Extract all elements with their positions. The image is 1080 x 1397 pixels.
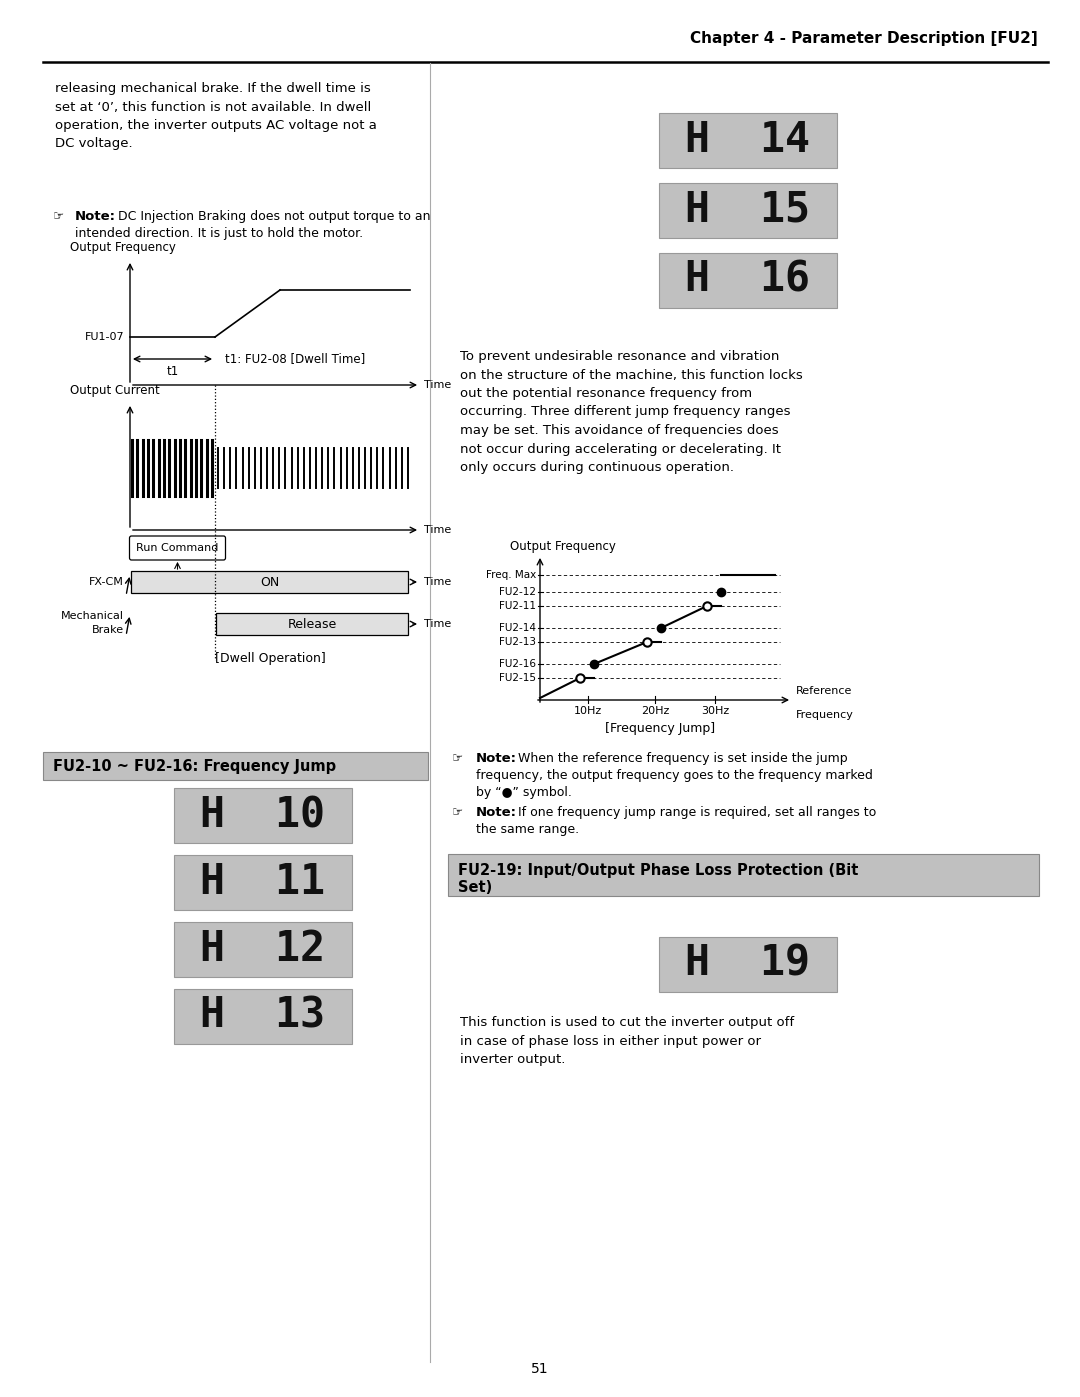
FancyBboxPatch shape (216, 613, 408, 636)
Text: Run Command: Run Command (136, 543, 218, 553)
Text: Brake: Brake (92, 624, 124, 636)
Text: [Dwell Operation]: [Dwell Operation] (215, 652, 325, 665)
Text: t1: t1 (166, 365, 178, 379)
Text: If one frequency jump range is required, set all ranges to: If one frequency jump range is required,… (518, 806, 876, 819)
Text: FU2-12: FU2-12 (499, 587, 536, 597)
FancyBboxPatch shape (174, 922, 351, 977)
Text: Time: Time (424, 619, 451, 629)
Text: H  16: H 16 (685, 258, 810, 300)
Text: 10Hz: 10Hz (573, 705, 603, 717)
Text: releasing mechanical brake. If the dwell time is
set at ‘0’, this function is no: releasing mechanical brake. If the dwell… (55, 82, 377, 151)
Text: FU2-19: Input/Output Phase Loss Protection (Bit: FU2-19: Input/Output Phase Loss Protecti… (458, 863, 859, 879)
Text: H  15: H 15 (685, 189, 810, 231)
Text: Frequency: Frequency (796, 710, 854, 719)
Text: H  10: H 10 (200, 793, 325, 835)
Text: by “●” symbol.: by “●” symbol. (476, 787, 572, 799)
Text: Output Current: Output Current (70, 384, 160, 397)
Text: To prevent undesirable resonance and vibration
on the structure of the machine, : To prevent undesirable resonance and vib… (460, 351, 802, 474)
Text: Set): Set) (458, 880, 492, 894)
Text: frequency, the output frequency goes to the frequency marked: frequency, the output frequency goes to … (476, 768, 873, 782)
Text: Release: Release (288, 617, 337, 630)
FancyBboxPatch shape (130, 536, 226, 560)
Text: FU2-15: FU2-15 (499, 673, 536, 683)
Text: When the reference frequency is set inside the jump: When the reference frequency is set insi… (518, 752, 848, 766)
Text: FU2-16: FU2-16 (499, 659, 536, 669)
FancyBboxPatch shape (659, 113, 837, 168)
FancyBboxPatch shape (659, 936, 837, 992)
FancyBboxPatch shape (174, 855, 351, 909)
Text: H  11: H 11 (200, 861, 325, 902)
Text: H  14: H 14 (685, 119, 810, 161)
Text: FU2-14: FU2-14 (499, 623, 536, 633)
FancyBboxPatch shape (174, 989, 351, 1044)
Text: Output Frequency: Output Frequency (510, 541, 616, 553)
FancyBboxPatch shape (659, 183, 837, 237)
Text: DC Injection Braking does not output torque to an: DC Injection Braking does not output tor… (118, 210, 431, 224)
Text: [Frequency Jump]: [Frequency Jump] (605, 722, 715, 735)
Text: Time: Time (424, 577, 451, 587)
Text: Note:: Note: (75, 210, 116, 224)
Text: intended direction. It is just to hold the motor.: intended direction. It is just to hold t… (75, 226, 363, 240)
Text: ☞: ☞ (53, 210, 64, 224)
Text: ☞: ☞ (453, 752, 463, 766)
Text: 51: 51 (531, 1362, 549, 1376)
Text: Time: Time (424, 525, 451, 535)
Text: the same range.: the same range. (476, 823, 579, 835)
Text: FX-CM: FX-CM (90, 577, 124, 587)
FancyBboxPatch shape (448, 854, 1039, 895)
Text: H  19: H 19 (685, 943, 810, 985)
Text: ☞: ☞ (453, 806, 463, 819)
Text: Time: Time (424, 380, 451, 390)
Text: This function is used to cut the inverter output off
in case of phase loss in ei: This function is used to cut the inverte… (460, 1016, 794, 1066)
FancyBboxPatch shape (131, 571, 408, 592)
Text: H  13: H 13 (200, 995, 325, 1037)
Text: Output Frequency: Output Frequency (70, 242, 176, 254)
Text: FU1-07: FU1-07 (84, 332, 124, 342)
FancyBboxPatch shape (174, 788, 351, 842)
Text: FU2-13: FU2-13 (499, 637, 536, 647)
Text: Note:: Note: (476, 752, 517, 766)
Text: Reference: Reference (796, 686, 852, 696)
Text: Note:: Note: (476, 806, 517, 819)
Text: FU2-10 ~ FU2-16: Frequency Jump: FU2-10 ~ FU2-16: Frequency Jump (53, 759, 336, 774)
Text: ON: ON (260, 576, 280, 588)
Text: Mechanical: Mechanical (60, 610, 124, 622)
Text: 30Hz: 30Hz (701, 705, 729, 717)
Text: FU2-11: FU2-11 (499, 601, 536, 610)
FancyBboxPatch shape (43, 752, 428, 780)
Text: Freq. Max: Freq. Max (486, 570, 536, 580)
Text: H  12: H 12 (200, 928, 325, 970)
FancyBboxPatch shape (659, 253, 837, 307)
Text: t1: FU2-08 [Dwell Time]: t1: FU2-08 [Dwell Time] (225, 352, 365, 366)
Text: 20Hz: 20Hz (640, 705, 670, 717)
Text: Chapter 4 - Parameter Description [FU2]: Chapter 4 - Parameter Description [FU2] (690, 31, 1038, 46)
